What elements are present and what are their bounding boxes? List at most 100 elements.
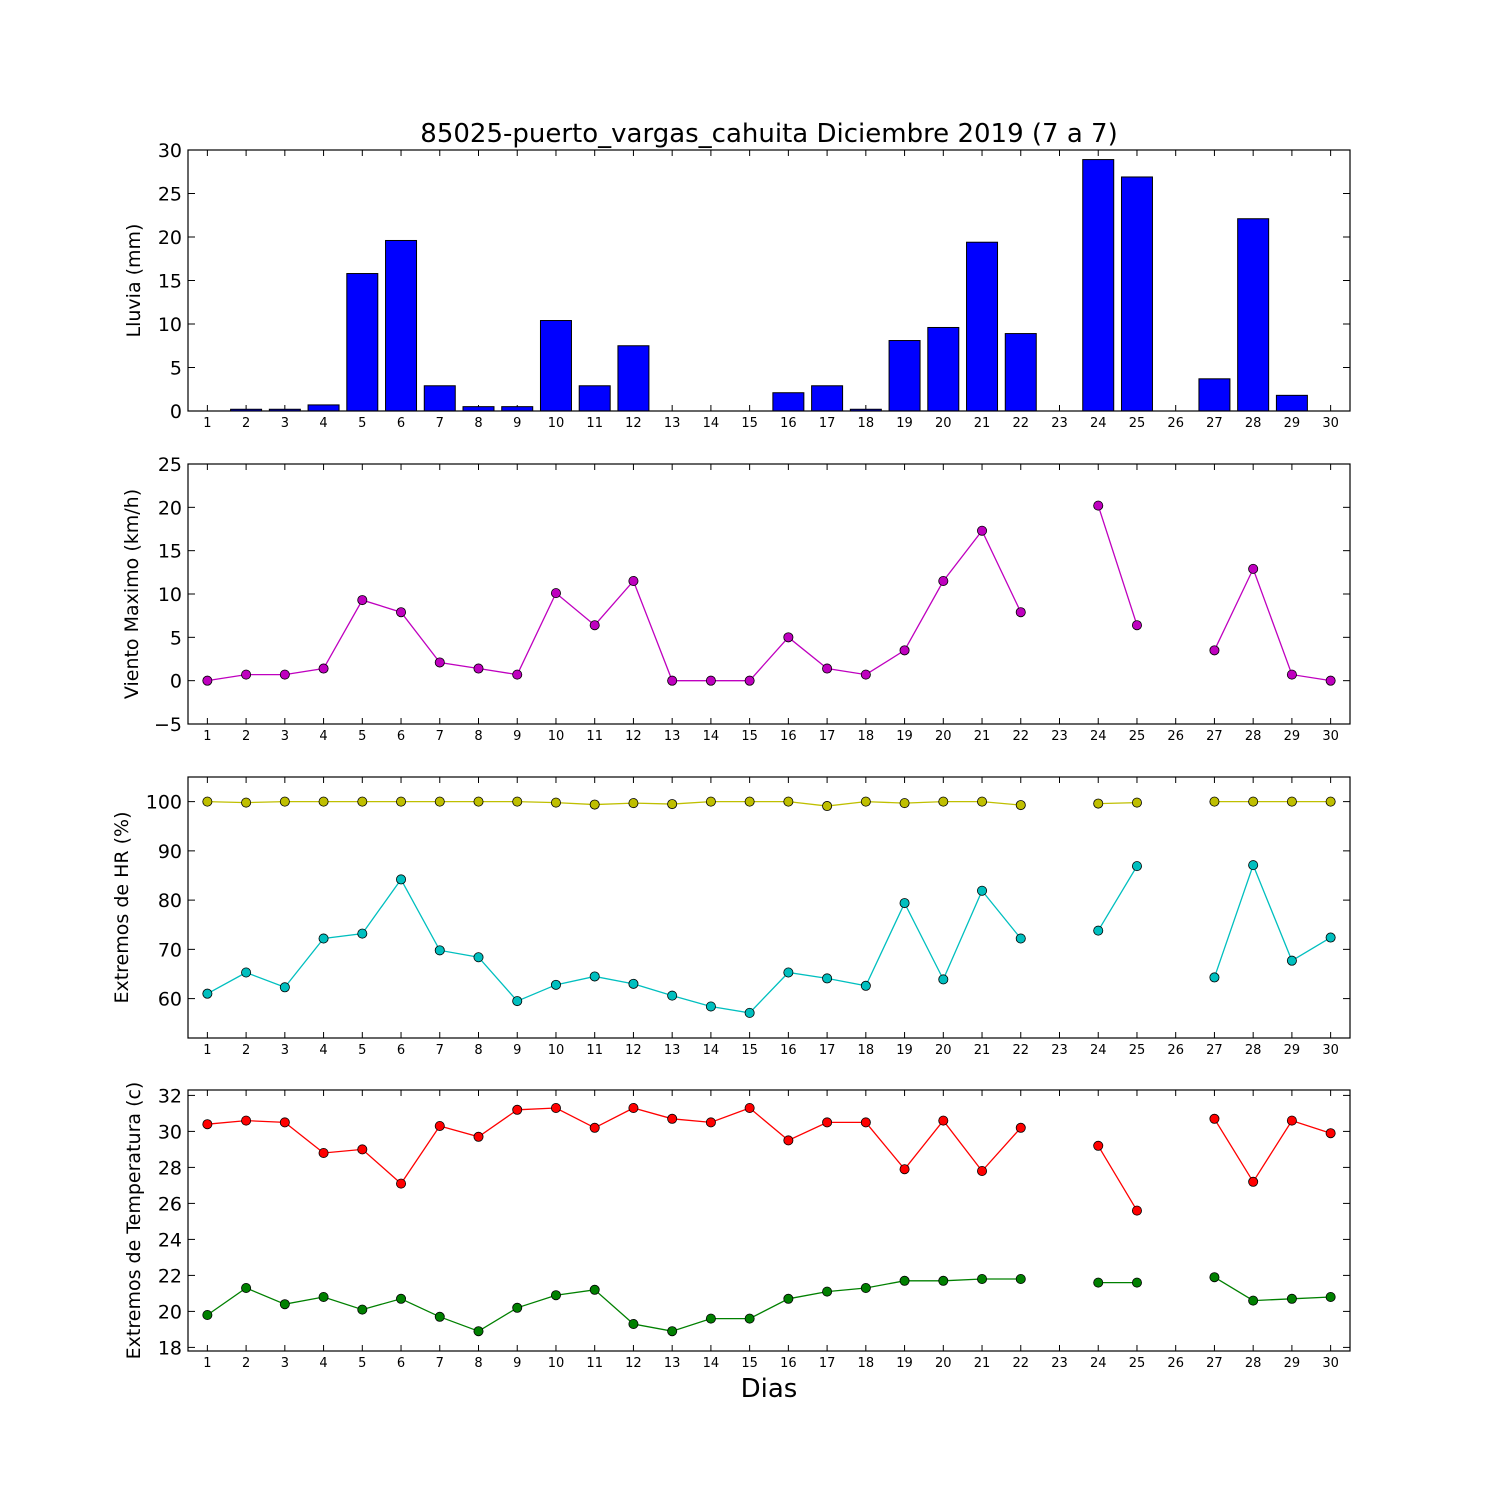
data-point-day-28 [1248,860,1259,871]
axes-frame [187,149,1351,412]
data-point-day-1 [202,675,213,686]
xtick-label: 7 [436,416,444,431]
data-point-day-14 [705,796,716,807]
data-point-day-27 [1209,1113,1220,1124]
data-point-day-9 [512,669,523,680]
data-point-day-14 [705,1001,716,1012]
xtick-label: 27 [1206,1356,1223,1371]
series-line-2 [206,1276,1331,1332]
rain-bar-day-3 [268,408,301,411]
xtick-label: 29 [1284,1043,1301,1058]
data-point-day-12 [628,1103,639,1114]
data-point-day-30 [1325,675,1336,686]
ytick-label: 30 [158,140,182,162]
data-point-day-25 [1131,620,1142,631]
ytick-label: 70 [158,939,182,961]
data-point-day-6 [396,796,407,807]
xtick-label: 15 [741,1356,758,1371]
xtick-label: 14 [703,729,720,744]
data-point-day-9 [512,1104,523,1115]
rain-bar-day-20 [927,326,960,411]
xtick-label: 18 [858,729,875,744]
data-point-day-8 [473,952,484,963]
data-point-day-14 [705,1313,716,1324]
axes-frame [187,1089,1351,1352]
ytick-label: 0 [170,401,182,423]
ytick-label: 5 [170,358,182,380]
xtick-label: 9 [513,729,521,744]
xtick-label: 29 [1284,416,1301,431]
xtick-label: 7 [436,1043,444,1058]
data-point-day-10 [550,979,561,990]
data-point-day-24 [1093,1140,1104,1151]
xtick-label: 30 [1322,1043,1339,1058]
data-point-day-5 [357,928,368,939]
rain-bar-day-8 [462,406,495,411]
data-point-day-12 [628,798,639,809]
data-point-day-19 [899,1275,910,1286]
data-point-day-29 [1286,1115,1297,1126]
xtick-label: 27 [1206,729,1223,744]
data-point-day-15 [744,675,755,686]
data-point-day-10 [550,797,561,808]
xtick-label: 2 [242,1043,250,1058]
xtick-label: 26 [1167,729,1184,744]
xtick-label: 10 [548,1043,565,1058]
xtick-label: 27 [1206,1043,1223,1058]
xtick-label: 14 [703,416,720,431]
data-point-day-24 [1093,925,1104,936]
xtick-label: 18 [858,1356,875,1371]
data-point-day-1 [202,796,213,807]
data-point-day-13 [667,990,678,1001]
xtick-label: 10 [548,416,565,431]
data-point-day-2 [241,669,252,680]
data-point-day-6 [396,1178,407,1189]
xtick-label: 30 [1322,416,1339,431]
data-point-day-12 [628,576,639,587]
data-point-day-9 [512,996,523,1007]
data-point-day-7 [434,657,445,668]
xtick-label: 24 [1090,729,1107,744]
xtick-label: 12 [625,416,642,431]
xtick-label: 29 [1284,729,1301,744]
data-point-day-3 [279,1299,290,1310]
data-point-day-18 [860,1283,871,1294]
xtick-label: 19 [896,729,913,744]
data-point-day-1 [202,1119,213,1130]
xtick-label: 25 [1129,729,1146,744]
xtick-label: 4 [319,416,327,431]
xtick-label: 2 [242,1356,250,1371]
rain-bar-day-9 [501,406,534,411]
xtick-label: 19 [896,1043,913,1058]
rain-bar-day-2 [230,408,263,411]
ytick-label: −5 [154,714,182,736]
data-point-day-17 [822,1117,833,1128]
data-point-day-29 [1286,669,1297,680]
data-point-day-8 [473,796,484,807]
data-point-day-5 [357,595,368,606]
xtick-label: 11 [586,1043,603,1058]
xtick-label: 13 [664,1356,681,1371]
xtick-label: 26 [1167,416,1184,431]
data-point-day-4 [318,1148,329,1159]
xtick-label: 3 [281,729,289,744]
xtick-label: 8 [474,1043,482,1058]
xtick-label: 30 [1322,1356,1339,1371]
xtick-label: 20 [935,416,952,431]
xtick-label: 16 [780,416,797,431]
rain-bar-day-21 [966,241,999,411]
data-point-day-4 [318,933,329,944]
data-point-day-30 [1325,796,1336,807]
xtick-label: 17 [819,1356,836,1371]
data-point-day-14 [705,675,716,686]
data-point-day-24 [1093,500,1104,511]
data-point-day-21 [977,1274,988,1285]
data-point-day-18 [860,1117,871,1128]
data-point-day-25 [1131,797,1142,808]
rain-bar-day-16 [772,392,805,411]
data-point-day-28 [1248,1176,1259,1187]
data-point-day-21 [977,525,988,536]
data-point-day-19 [899,798,910,809]
data-point-day-15 [744,796,755,807]
